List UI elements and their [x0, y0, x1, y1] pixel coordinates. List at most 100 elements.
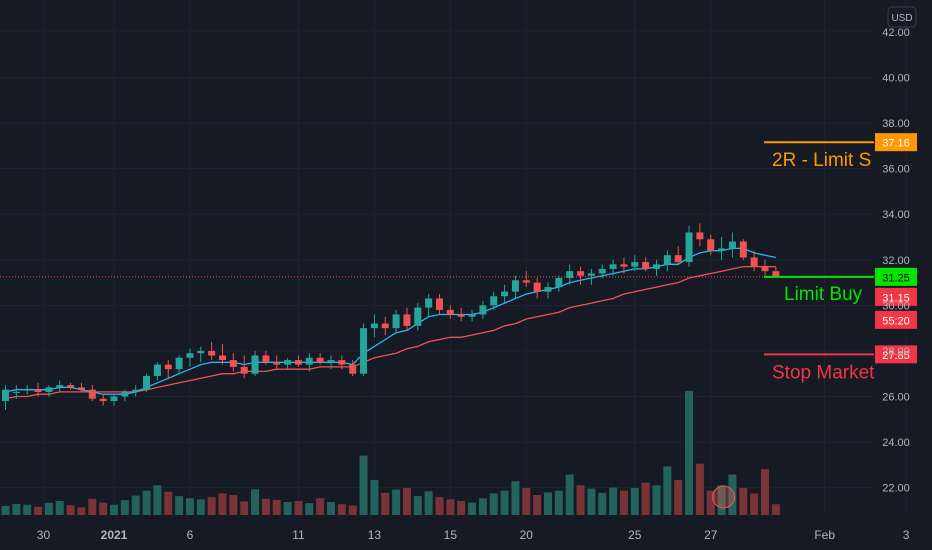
price-tag[interactable]: 37.16 — [875, 133, 917, 152]
candle-body — [262, 355, 270, 363]
candle — [544, 282, 552, 299]
volume-bar — [229, 495, 238, 515]
candle — [707, 234, 715, 256]
price-tag-bg — [875, 267, 917, 286]
volume-bar — [34, 506, 43, 515]
candle-body — [305, 357, 313, 365]
time-tick-label: Feb — [814, 528, 835, 542]
candle-body — [240, 366, 248, 374]
volume-bar — [240, 501, 249, 515]
candle — [273, 355, 281, 370]
candle-body — [327, 360, 335, 363]
earnings-icon[interactable] — [712, 485, 736, 509]
candle-body — [577, 271, 585, 276]
candle-body — [121, 391, 129, 397]
candle-body — [566, 271, 574, 279]
volume-bar — [185, 498, 194, 515]
candle — [294, 355, 302, 367]
candle — [479, 300, 487, 320]
volume-bar — [446, 499, 455, 515]
candle-body — [457, 314, 465, 317]
volume-bar — [348, 505, 357, 515]
candle-body — [739, 241, 747, 258]
candle-body — [685, 232, 693, 263]
volume-bar — [489, 493, 498, 515]
price-tag-label: 31.25 — [882, 272, 910, 284]
volume-bar — [402, 488, 411, 515]
time-tick-label: 27 — [704, 528, 718, 542]
time-tick-label: 25 — [628, 528, 642, 542]
order-levels[interactable]: 2R - Limit S 37.16 Limit Buy 31.25 Stop Mark… — [0, 133, 917, 383]
order-level-name: Stop Market — [772, 362, 875, 383]
volume-bar — [771, 504, 780, 515]
candle-body — [490, 296, 498, 306]
candle — [501, 284, 509, 304]
volume-bar — [457, 500, 466, 515]
candle — [284, 357, 292, 370]
volume-bar — [44, 502, 53, 515]
candle — [468, 309, 476, 322]
candle — [403, 307, 411, 331]
volume-bar — [641, 482, 650, 515]
candle-body — [663, 255, 671, 265]
candle — [110, 394, 118, 406]
volume-bar — [598, 492, 607, 515]
candle-body — [707, 239, 715, 251]
candle — [175, 355, 183, 374]
candle — [208, 341, 216, 361]
candle — [67, 382, 75, 390]
candle — [436, 293, 443, 315]
order-level[interactable]: 2R - Limit S 37.16 — [764, 133, 917, 171]
volume-bar — [533, 495, 542, 515]
candle-body — [99, 398, 107, 402]
candle-body — [468, 314, 476, 317]
candle-body — [728, 241, 736, 249]
candle-body — [284, 360, 292, 365]
candle — [674, 246, 682, 265]
volume-bar — [663, 466, 672, 515]
time-axis[interactable]: 30 2021 6 11 13 15 20 25 27 Feb 3 — [37, 528, 910, 542]
candle — [739, 239, 747, 260]
candle-body — [414, 307, 422, 326]
volume-bar — [88, 498, 97, 515]
candle-body — [381, 323, 389, 329]
volume-bar — [337, 504, 346, 515]
volume-bar — [500, 490, 509, 515]
candle-body — [620, 264, 628, 267]
price-tag[interactable]: 31.25 — [875, 267, 917, 286]
candle — [577, 266, 585, 285]
countdown-badge: 31.15 — [875, 287, 917, 306]
candle-body — [34, 389, 42, 392]
candle-body — [511, 280, 519, 292]
candle-body — [208, 350, 216, 356]
price-tag[interactable]: 27.85 — [875, 345, 917, 364]
countdown-badge-label: 31.15 — [882, 292, 910, 304]
price-tick-label: 38.00 — [882, 118, 910, 130]
currency-button[interactable]: USD — [887, 6, 917, 28]
volume-bar — [652, 485, 661, 515]
grid-lines — [0, 0, 907, 515]
order-level[interactable]: Limit Buy 31.25 — [764, 267, 917, 305]
candle — [251, 350, 259, 376]
volume-bar — [576, 485, 585, 515]
candle — [620, 257, 628, 274]
volume-bar — [717, 485, 726, 515]
price-tick-label: 40.00 — [882, 72, 910, 84]
time-tick-label: 13 — [368, 528, 382, 542]
candle-body — [153, 364, 161, 376]
candle — [305, 353, 313, 372]
candle-body — [110, 396, 118, 402]
order-level[interactable]: Stop Market 27.85 — [764, 345, 917, 383]
volume-bar — [261, 498, 270, 515]
price-axis[interactable]: 42.00 40.00 38.00 36.00 34.00 32.00 30.00 28.00… — [882, 27, 910, 495]
volume-bar — [728, 474, 737, 515]
candle — [349, 360, 357, 376]
price-tick-label: 28.00 — [882, 346, 910, 358]
volume-bar — [424, 491, 433, 515]
candle — [45, 385, 53, 397]
volume-bar — [12, 503, 21, 515]
candle-body — [360, 328, 368, 374]
volume-bar — [619, 490, 628, 515]
